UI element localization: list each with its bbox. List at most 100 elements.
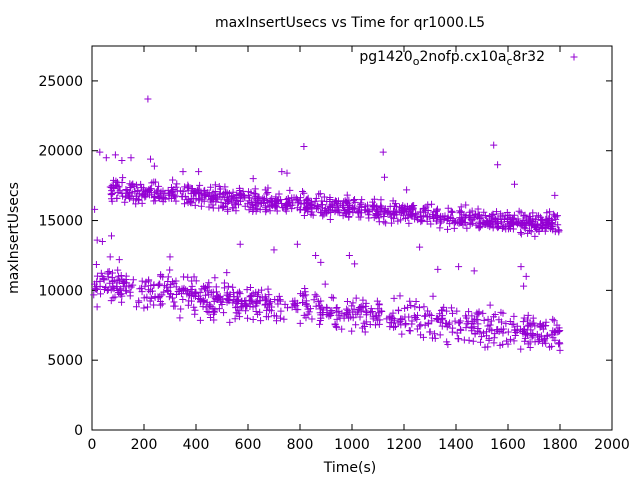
data-point xyxy=(510,337,518,345)
data-point xyxy=(178,192,186,200)
data-point xyxy=(148,179,156,187)
data-point xyxy=(292,305,300,313)
data-point xyxy=(534,337,542,345)
data-point xyxy=(172,291,180,299)
data-point xyxy=(433,205,441,213)
data-point xyxy=(224,198,232,206)
data-point xyxy=(200,197,208,205)
data-point xyxy=(550,328,558,336)
data-point xyxy=(362,318,370,326)
data-point xyxy=(173,187,181,195)
data-point xyxy=(493,222,501,230)
data-point xyxy=(106,183,114,191)
data-point xyxy=(164,287,172,295)
data-point xyxy=(311,291,319,299)
data-point-outlier xyxy=(556,346,564,354)
data-point xyxy=(191,310,199,318)
data-point xyxy=(138,288,146,296)
data-point xyxy=(486,223,494,231)
data-point xyxy=(155,182,163,190)
data-point-outlier xyxy=(317,258,325,266)
data-point xyxy=(532,223,540,231)
data-point xyxy=(264,285,272,293)
data-point xyxy=(345,308,353,316)
data-point-outlier xyxy=(293,240,301,248)
data-point xyxy=(118,292,126,300)
data-point xyxy=(521,334,529,342)
axis-ticks: 0 200 400 600 800 1000 1200 1400 1600 1800 2000050… xyxy=(38,46,630,453)
data-point xyxy=(301,288,309,296)
data-point xyxy=(196,298,204,306)
data-point xyxy=(517,228,525,236)
data-point xyxy=(536,323,544,331)
data-point xyxy=(529,330,537,338)
data-point xyxy=(442,319,450,327)
data-point xyxy=(122,185,130,193)
x-tick-label: 1000 xyxy=(334,437,370,453)
data-point xyxy=(519,318,527,326)
data-point xyxy=(280,315,288,323)
data-point xyxy=(246,292,254,300)
data-point xyxy=(122,193,130,201)
data-point xyxy=(254,310,262,318)
data-point xyxy=(252,298,260,306)
data-point xyxy=(444,213,452,221)
data-point xyxy=(300,189,308,197)
data-point xyxy=(521,221,529,229)
data-point xyxy=(424,213,432,221)
data-point xyxy=(221,183,229,191)
data-point xyxy=(476,223,484,231)
data-point xyxy=(449,309,457,317)
data-point-outlier xyxy=(381,173,388,181)
data-point xyxy=(180,200,188,208)
data-point xyxy=(331,197,339,205)
data-point xyxy=(332,197,340,205)
data-point xyxy=(418,216,426,224)
data-point xyxy=(125,282,133,290)
data-point xyxy=(326,196,334,204)
data-point xyxy=(272,202,280,210)
data-point xyxy=(444,340,452,348)
data-point xyxy=(119,192,127,200)
data-point xyxy=(224,296,232,304)
legend: pg1420o2nofp.cx10ac8r32 xyxy=(359,49,578,68)
data-point xyxy=(119,174,127,182)
data-point xyxy=(256,297,264,305)
data-point xyxy=(332,323,340,331)
data-point xyxy=(546,214,554,222)
data-point xyxy=(297,194,305,202)
data-point xyxy=(525,226,533,234)
data-point xyxy=(244,314,252,322)
data-point xyxy=(160,193,168,201)
data-point xyxy=(100,276,108,284)
data-point xyxy=(110,176,118,184)
data-point xyxy=(387,312,395,320)
data-point xyxy=(372,312,380,320)
data-point xyxy=(380,218,388,226)
data-point xyxy=(373,297,381,305)
data-point xyxy=(524,311,532,319)
data-point xyxy=(117,285,125,293)
data-point xyxy=(308,198,316,206)
data-point xyxy=(488,327,496,335)
data-point xyxy=(115,272,123,280)
data-point xyxy=(340,312,348,320)
data-point xyxy=(413,315,421,323)
data-point xyxy=(181,183,189,191)
data-point xyxy=(540,218,548,226)
data-point xyxy=(504,340,512,348)
data-point xyxy=(533,212,541,220)
data-point xyxy=(475,308,483,316)
data-point xyxy=(213,295,221,303)
data-point xyxy=(348,327,356,335)
data-point xyxy=(362,299,370,307)
data-point xyxy=(243,286,251,294)
data-point xyxy=(166,266,174,274)
data-point xyxy=(504,328,512,336)
data-point xyxy=(121,279,129,287)
data-point xyxy=(97,290,105,298)
data-point xyxy=(140,294,148,302)
data-point xyxy=(389,197,397,205)
data-point xyxy=(142,278,150,286)
data-point xyxy=(226,318,234,326)
